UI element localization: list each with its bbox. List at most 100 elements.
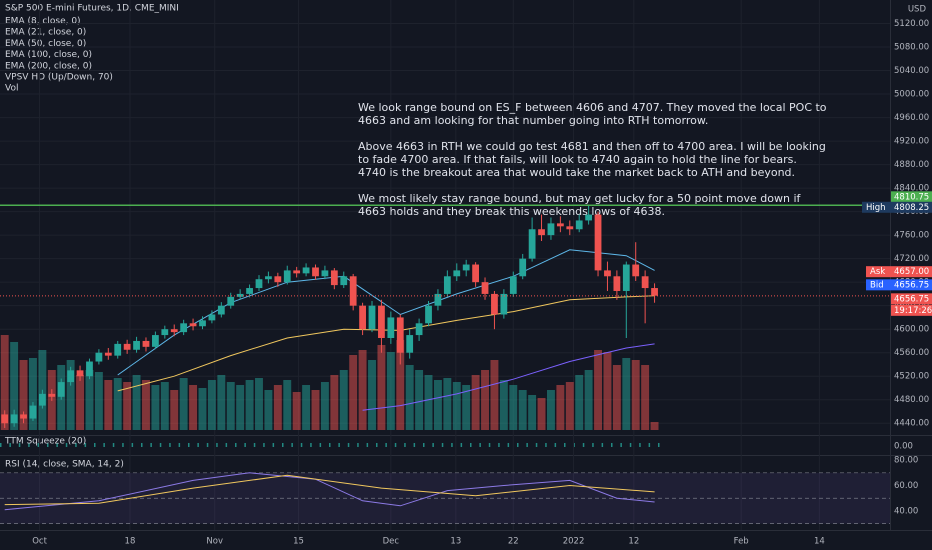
- volume-bar: [565, 382, 574, 430]
- candle-body: [76, 370, 84, 377]
- volume-bar: [443, 378, 452, 430]
- volume-bar: [142, 380, 150, 430]
- volume-bar: [462, 385, 471, 430]
- y-tick-label: 4880.00: [894, 160, 929, 170]
- annotation-line: We most likely stay range bound, but may…: [358, 192, 802, 205]
- annotation-line: We look range bound on ES_F between 4606…: [358, 101, 827, 114]
- volume-bar: [236, 385, 245, 430]
- candle-body: [67, 370, 75, 383]
- volume-bar: [349, 355, 358, 430]
- volume-bar: [377, 345, 386, 430]
- chart-title: S&P 500 E-mini Futures, 1D, CME_MINI: [5, 4, 179, 14]
- candle-body: [434, 293, 442, 306]
- candle-body: [246, 288, 253, 294]
- volume-bar: [603, 352, 612, 430]
- indicator-label: EMA (100, close, 0): [5, 50, 92, 60]
- candle-body: [462, 264, 470, 271]
- candle-body: [29, 405, 37, 419]
- volume-bar: [575, 375, 584, 430]
- last-label: 4656.75: [894, 294, 929, 304]
- volume-bar: [358, 350, 367, 430]
- y-tick-label: 5000.00: [894, 90, 929, 100]
- volume-bar: [537, 398, 546, 430]
- annotation-line: to fade 4700 area. If that fails, will l…: [358, 153, 797, 166]
- candle-body: [227, 296, 235, 306]
- ttm-label: TTM Squeeze (20): [4, 437, 86, 447]
- volume-bar: [330, 375, 339, 430]
- candle-body: [632, 264, 640, 277]
- candle-body: [368, 305, 376, 330]
- y-tick-label: 4920.00: [894, 137, 929, 147]
- annotation-line: 4740 is the breakout area that would tak…: [358, 166, 795, 179]
- volume-bar: [452, 382, 461, 430]
- rsi-sma-line: [4, 474, 655, 506]
- volume-bar: [556, 385, 565, 430]
- rsi-tick-label: 40.00: [894, 506, 918, 516]
- candle-body: [133, 340, 140, 350]
- candle-body: [538, 229, 545, 236]
- candle-body: [86, 361, 93, 377]
- volume-bar: [528, 395, 537, 430]
- candle-body: [302, 267, 310, 274]
- candle-body: [57, 382, 65, 397]
- y-tick-label: 5120.00: [894, 19, 929, 29]
- candle-body: [651, 288, 658, 296]
- volume-bar: [0, 335, 9, 430]
- currency: USD: [908, 5, 927, 15]
- candle-body: [217, 305, 225, 315]
- volume-bar: [160, 382, 169, 430]
- volume-bar: [189, 385, 198, 430]
- candle-body: [283, 270, 291, 283]
- volume-bar: [245, 380, 254, 430]
- candle-body: [556, 223, 564, 227]
- volume-bar: [94, 372, 103, 430]
- indicator-label: Vol: [5, 84, 18, 94]
- volume-bar: [104, 380, 113, 430]
- candle-body: [443, 276, 451, 294]
- countdown: 19:17:26: [894, 306, 932, 316]
- volume-bar: [29, 358, 37, 430]
- volume-bar: [170, 390, 179, 430]
- x-tick-label: Feb: [734, 537, 749, 547]
- annotation-line: Above 4663 in RTH we could go test 4681 …: [358, 140, 826, 153]
- y-tick-label: 4960.00: [894, 113, 929, 123]
- y-tick-label: 5080.00: [894, 43, 929, 53]
- volume-bar: [264, 390, 273, 430]
- candle-body: [622, 264, 630, 291]
- candle-body: [123, 343, 131, 350]
- volume-bar: [509, 385, 518, 430]
- candle-body: [170, 329, 178, 333]
- rsi-tick-label: 60.00: [894, 481, 918, 491]
- candle-body: [274, 276, 282, 283]
- candle-body: [265, 276, 272, 280]
- candle-body: [425, 305, 432, 324]
- y-tick-label: 4760.00: [894, 231, 929, 241]
- candle-body: [95, 352, 103, 362]
- bid-label: 4656.75: [894, 280, 929, 290]
- volume-bar: [481, 370, 489, 430]
- ask-name: Ask: [870, 267, 885, 277]
- volume-bar: [179, 378, 188, 430]
- volume-bar: [650, 422, 659, 430]
- volume-bar: [198, 388, 207, 430]
- volume-bar: [19, 360, 28, 430]
- candle-body: [114, 343, 122, 356]
- volume-bar: [499, 380, 508, 430]
- volume-bar: [424, 375, 433, 430]
- ema-line: [362, 343, 655, 411]
- y-tick-label: 5040.00: [894, 66, 929, 76]
- volume-bar: [594, 350, 602, 430]
- ask-label: 4657.00: [894, 267, 929, 277]
- candle-body: [48, 393, 56, 397]
- rsi-tick-label: 80.00: [894, 456, 918, 466]
- volume-bar: [622, 358, 631, 430]
- candle-body: [340, 276, 348, 286]
- last-tag: [891, 293, 932, 305]
- volume-bar: [217, 375, 226, 430]
- candle-body: [547, 223, 555, 236]
- x-tick-label: 15: [293, 537, 304, 547]
- volume-bar: [292, 392, 301, 430]
- volume-bar: [631, 360, 640, 430]
- candle-body: [38, 393, 46, 406]
